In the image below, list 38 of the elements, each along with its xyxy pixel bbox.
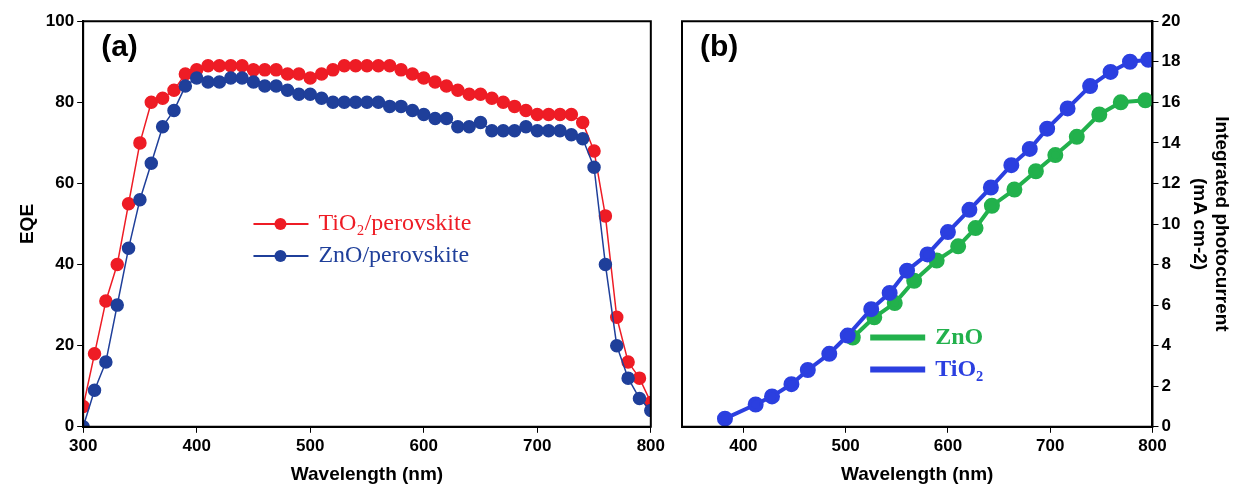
y2-tick-label: 6 <box>1161 294 1171 314</box>
y2-tick-label: 0 <box>1161 416 1171 436</box>
y-tick-label: 100 <box>45 10 75 30</box>
legend-label: ZnO <box>935 322 984 349</box>
y2-tick-label: 12 <box>1161 173 1181 193</box>
annotation: (a) <box>101 29 138 63</box>
annotation: (b) <box>700 29 739 63</box>
x-tick-label: 300 <box>68 435 98 455</box>
x-tick-label: 600 <box>933 435 963 455</box>
y-tick-label: 40 <box>55 254 75 274</box>
y2-tick-label: 10 <box>1161 213 1181 233</box>
y-tick-label: 60 <box>55 173 75 193</box>
x-tick-label: 700 <box>1036 435 1065 455</box>
x-tick-label: 600 <box>409 435 438 455</box>
x-tick-label: 500 <box>831 435 860 455</box>
y2-tick-label: 18 <box>1161 51 1181 71</box>
y2-tick-label: 14 <box>1161 132 1181 152</box>
x-tick-label: 500 <box>296 435 325 455</box>
x-axis-title: Wavelength (nm) <box>841 462 994 484</box>
x-tick-label: 800 <box>636 435 666 455</box>
x-axis-title: Wavelength (nm) <box>290 462 444 484</box>
y-tick-label: 20 <box>55 335 75 355</box>
y-tick-label: 0 <box>64 416 75 436</box>
y2-tick-label: 2 <box>1161 375 1171 395</box>
x-tick-label: 400 <box>182 435 211 455</box>
x-tick-label: 800 <box>1138 435 1167 455</box>
legend-label: TiO₂/perovskite <box>318 209 472 236</box>
x-tick-label: 700 <box>523 435 552 455</box>
legend-label: TiO₂ <box>935 354 984 381</box>
y2-tick-label: 16 <box>1161 92 1181 112</box>
y2-tick-label: 20 <box>1161 10 1181 30</box>
y-tick-label: 80 <box>55 92 75 112</box>
y2-tick-label: 8 <box>1161 254 1171 274</box>
y2-axis-title: Integrated photocurrent (mA cm-2) <box>1189 116 1234 333</box>
y2-tick-label: 4 <box>1161 335 1172 355</box>
x-tick-label: 400 <box>729 435 758 455</box>
legend-label: ZnO/perovskite <box>318 241 470 268</box>
y-axis-title: EQE <box>15 203 37 245</box>
